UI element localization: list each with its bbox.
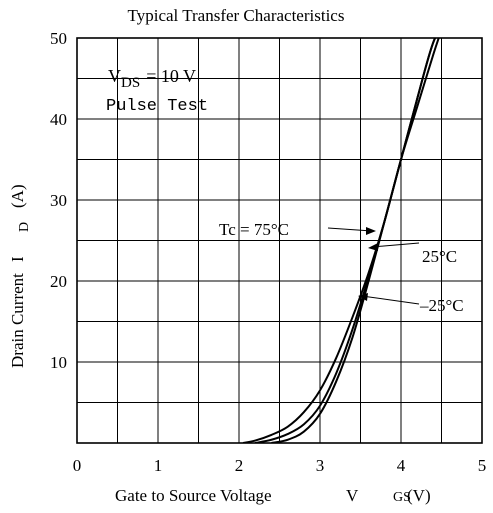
y-tick-label: 50 xyxy=(50,29,67,48)
x-tick-label: 0 xyxy=(73,456,82,475)
y-tick-label: 40 xyxy=(50,110,67,129)
arrow-m25c-line xyxy=(361,295,420,305)
arrow-m25c-head xyxy=(358,293,368,301)
y-axis-label: Drain Current xyxy=(8,273,27,368)
series-label-75c: Tc = 75°C xyxy=(219,220,289,239)
x-tick-label: 1 xyxy=(154,456,163,475)
series-line-0 xyxy=(242,38,440,443)
y-axis-subscript: D xyxy=(17,222,32,232)
y-tick-label: 20 xyxy=(50,272,67,291)
y-axis-symbol: I xyxy=(8,256,27,262)
series-label-m25c: –25°C xyxy=(419,296,464,315)
arrow-75c-head xyxy=(366,227,376,235)
arrow-25c-line xyxy=(371,242,420,248)
x-axis-subscript: GS xyxy=(393,490,411,505)
x-tick-label: 2 xyxy=(235,456,244,475)
x-axis-label: Gate to Source Voltage xyxy=(115,486,272,505)
series-curves xyxy=(242,38,440,443)
axis-ticks: 0 1 2 3 4 5 10 20 30 40 50 xyxy=(50,29,486,475)
arrow-25c-head xyxy=(368,243,378,251)
grid xyxy=(77,38,482,443)
condition-pulse-test: Pulse Test xyxy=(106,97,208,116)
x-tick-label: 4 xyxy=(397,456,406,475)
x-axis-symbol: V xyxy=(346,486,359,505)
chart-title: Typical Transfer Characteristics xyxy=(128,6,345,25)
arrow-75c-line xyxy=(327,227,373,232)
x-tick-label: 5 xyxy=(478,456,487,475)
y-axis-unit: (A) xyxy=(8,184,27,208)
x-tick-label: 3 xyxy=(316,456,325,475)
y-tick-label: 10 xyxy=(50,353,67,372)
series-label-25c: 25°C xyxy=(422,247,457,266)
plot-frame xyxy=(76,37,483,444)
y-axis-label-group: Drain Current I D (A) xyxy=(8,184,32,368)
x-axis-unit: (V) xyxy=(407,486,431,505)
y-tick-label: 30 xyxy=(50,191,67,210)
series-line-2 xyxy=(271,38,437,443)
condition-vds: VDS = 10 V xyxy=(108,66,196,91)
